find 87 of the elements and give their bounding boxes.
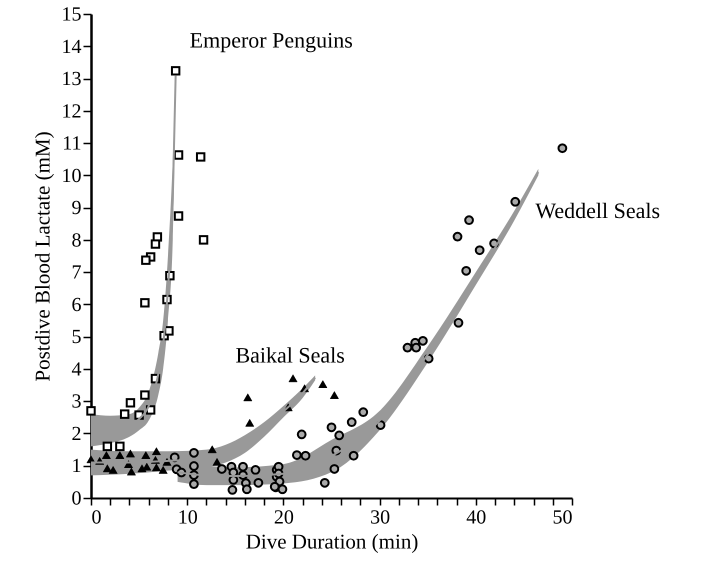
point [238,462,248,472]
y-tick-label: 12 [62,100,82,122]
point [198,235,208,245]
point [402,342,412,353]
point [141,451,150,459]
y-tick-label: 15 [62,4,82,26]
point [330,391,339,399]
point [288,374,298,382]
point [320,478,330,488]
series-label: Weddell Seals [535,198,660,224]
y-tick-label: 10 [62,164,82,187]
point [140,390,150,400]
y-tick-label: 0 [72,488,82,510]
point [454,318,464,328]
point [115,451,124,459]
y-tick-label: 13 [62,68,82,90]
point [510,196,520,207]
point [102,464,112,472]
point [558,143,568,154]
point [152,463,161,472]
point [250,465,260,475]
point [158,466,168,474]
point [243,393,252,402]
point [461,266,472,276]
point [120,409,130,419]
point [278,484,288,494]
y-axis-title: Postdive Blood Lactate (mM) [30,131,54,382]
point [326,422,336,432]
point [140,298,150,308]
point [358,407,368,418]
x-tick-label: 40 [466,506,486,528]
y-tick-label: 14 [62,36,82,58]
point [411,342,422,353]
y-tick-label: 7 [72,262,82,284]
point [102,451,111,459]
point [254,478,264,488]
point [196,152,206,162]
point [334,430,344,440]
point [170,66,180,76]
y-tick-label: 11 [62,132,82,155]
point [189,479,199,489]
point [208,445,217,454]
point [108,466,118,474]
point [474,245,485,256]
point [126,450,135,458]
point [141,255,151,265]
point [150,239,160,249]
x-tick-label: 30 [370,506,390,528]
point [318,380,328,388]
point [464,215,474,226]
point [216,464,227,474]
y-tick-label: 6 [72,294,82,316]
point [242,484,252,494]
point [292,450,302,460]
y-tick-label: 1 [72,455,82,478]
point [189,448,199,458]
x-tick-label: 10 [178,506,198,528]
point [152,447,161,456]
point [86,406,96,416]
x-tick-label: 20 [274,506,294,528]
x-axis-title: Dive Duration (min) [246,530,418,554]
point [126,398,136,408]
series-label: Emperor Penguins [190,27,353,52]
point [115,442,125,452]
y-tick-label: 5 [72,326,82,348]
point [212,458,222,466]
point [102,442,112,452]
y-tick-label: 4 [72,358,82,380]
point [418,336,428,346]
point [126,468,136,476]
point [174,211,184,221]
point [452,232,462,242]
point [346,417,357,428]
point [300,450,310,461]
point [296,430,307,440]
y-tick-label: 3 [72,390,82,413]
point [245,418,254,427]
point [330,464,340,474]
series-label: Baikal Seals [235,342,345,368]
y-tick-label: 2 [72,422,82,445]
x-tick-label: 0 [92,506,102,528]
point [228,485,238,495]
point [348,450,358,461]
y-tick-label: 9 [72,197,82,220]
y-tick-label: 8 [72,229,82,252]
point [189,461,199,471]
x-tick-label: 50 [552,506,572,528]
